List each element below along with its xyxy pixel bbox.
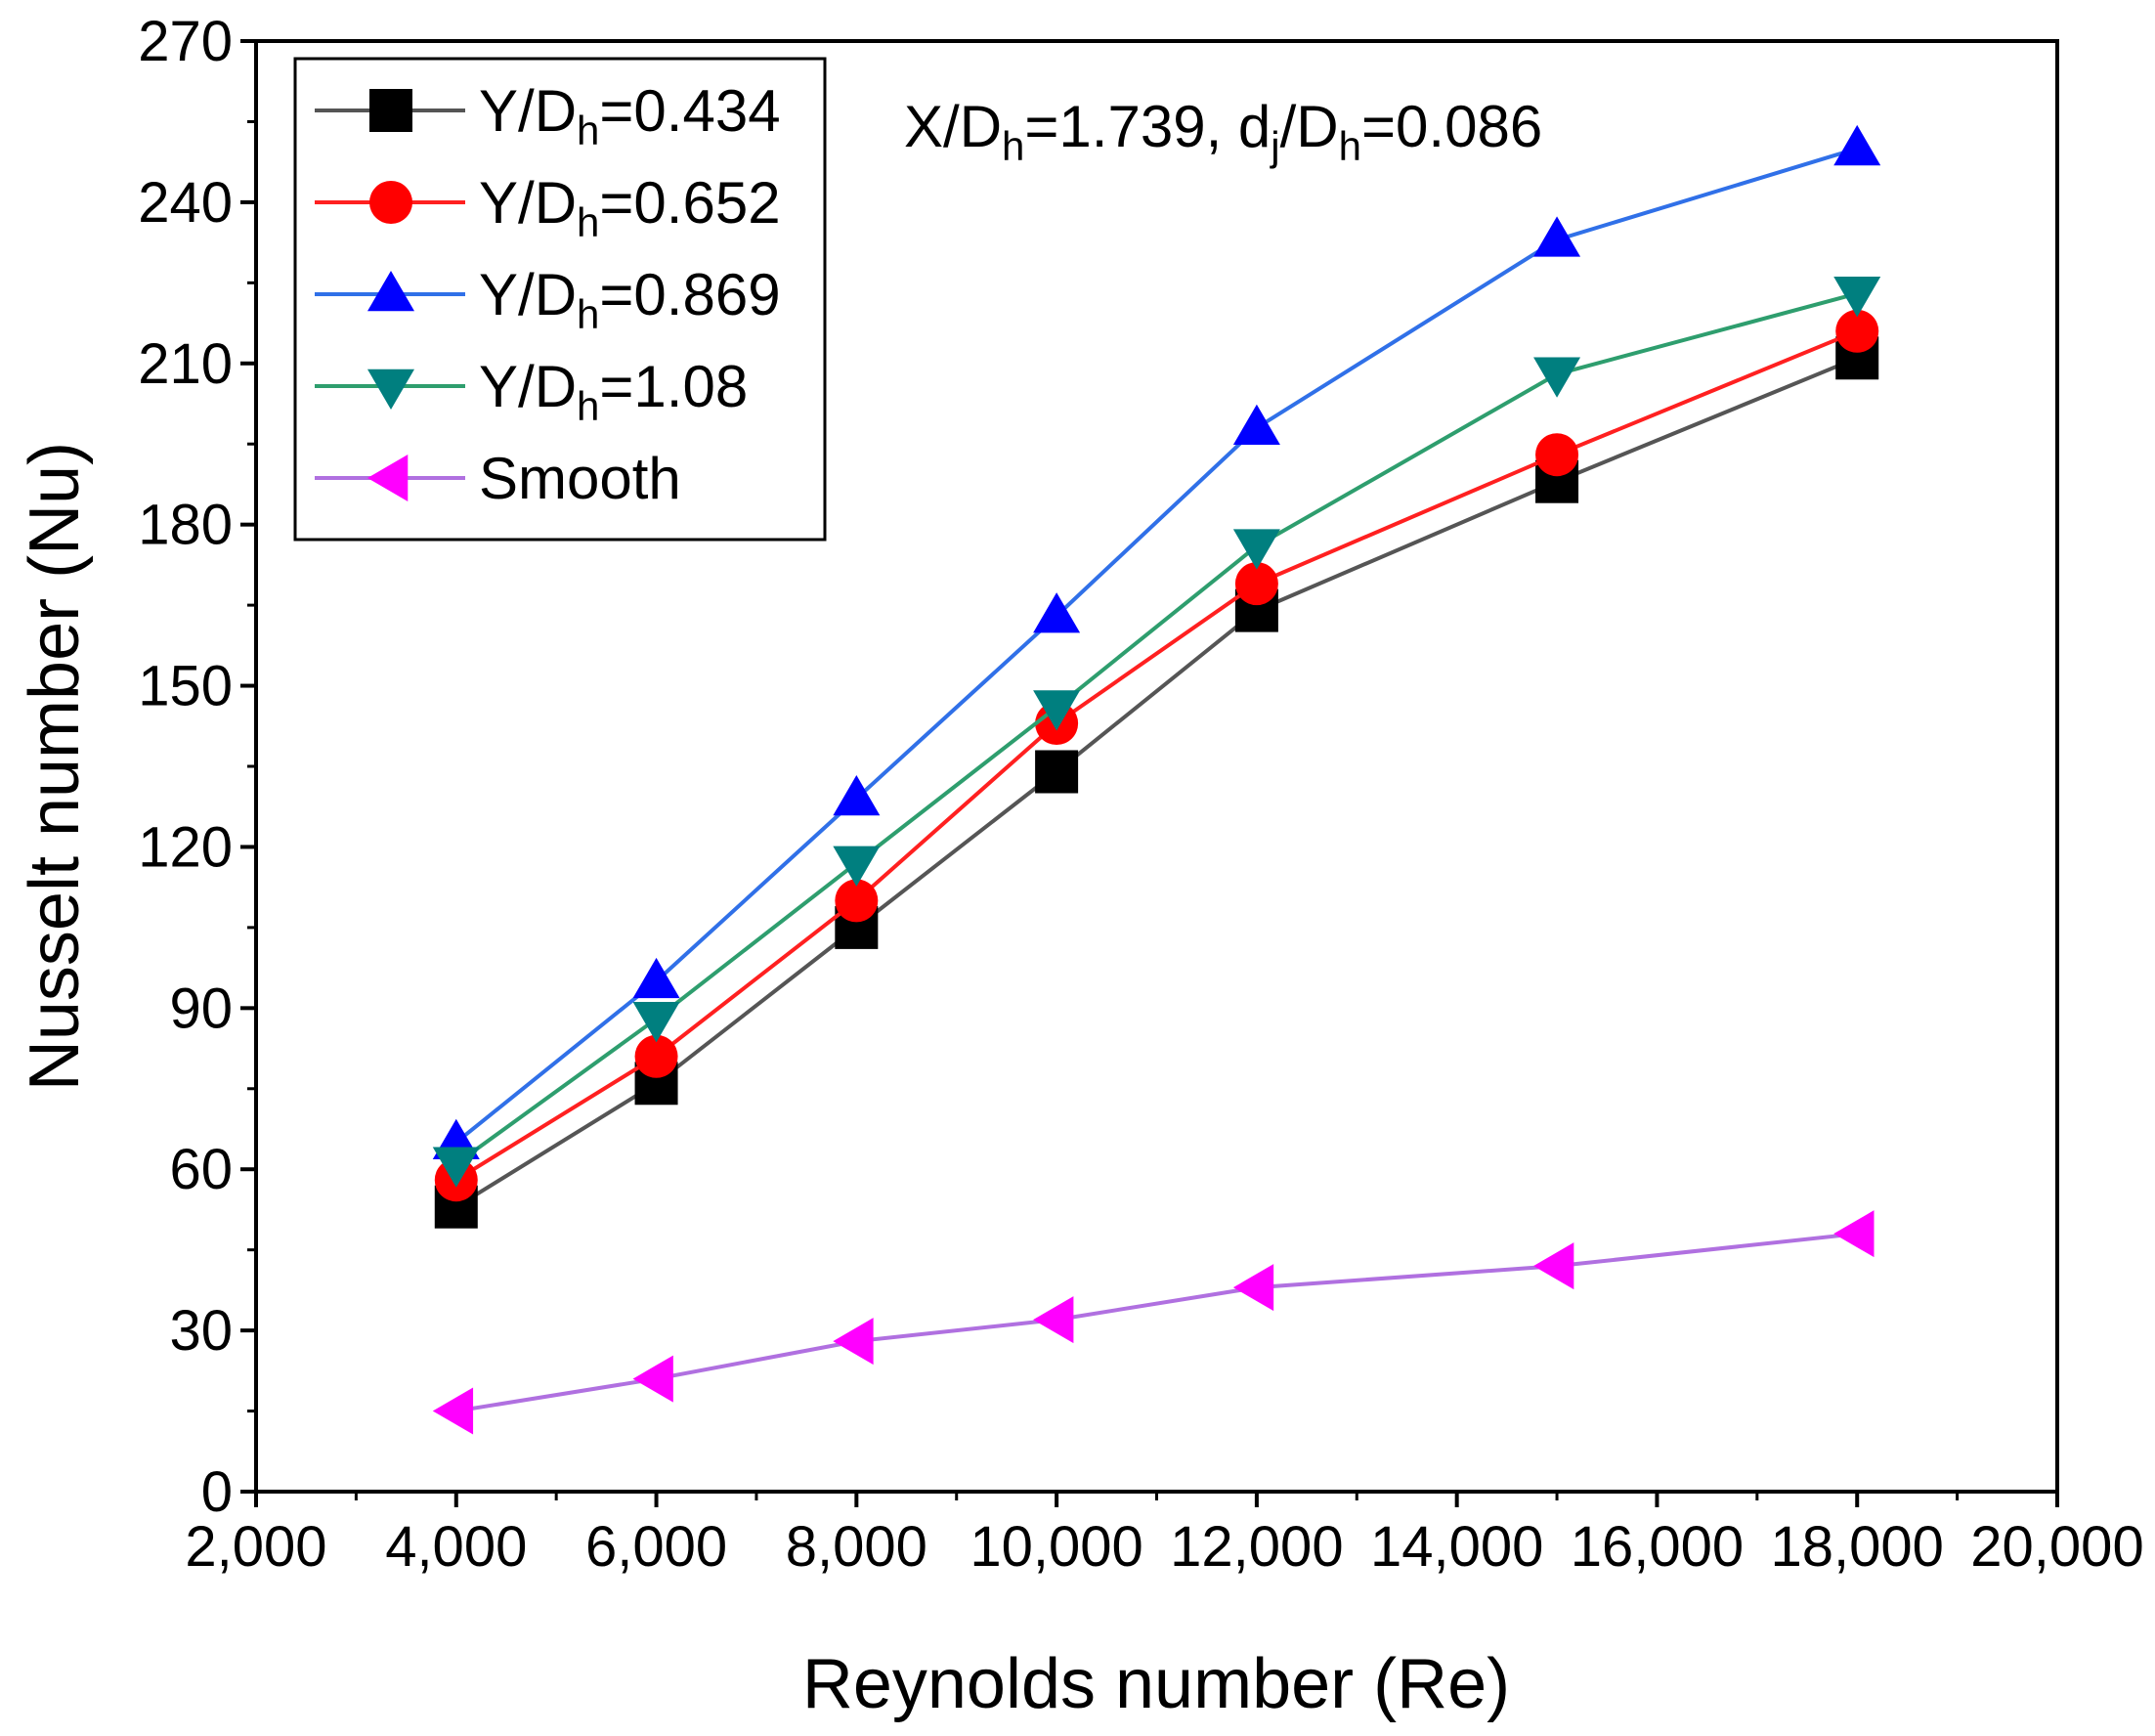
legend-label: Y/Dh=1.08 xyxy=(479,354,748,429)
y-tick-label: 30 xyxy=(169,1299,233,1363)
y-tick-label: 60 xyxy=(169,1138,233,1201)
y-tick-label: 210 xyxy=(138,332,233,396)
x-axis-title: Reynolds number (Re) xyxy=(802,1645,1510,1723)
x-tick-label: 14,000 xyxy=(1370,1515,1543,1579)
data-point xyxy=(632,1355,673,1403)
data-point xyxy=(632,957,680,999)
legend-item: Y/Dh=0.434 xyxy=(315,78,781,153)
x-tick-label: 16,000 xyxy=(1571,1515,1744,1579)
data-point xyxy=(1035,750,1079,794)
legend-label: Smooth xyxy=(479,446,681,511)
data-point xyxy=(1533,357,1581,398)
x-tick-label: 4,000 xyxy=(385,1515,527,1579)
data-point xyxy=(1234,562,1278,606)
legend-marker xyxy=(367,369,414,410)
x-tick-label: 10,000 xyxy=(970,1515,1142,1579)
legend-marker xyxy=(367,455,409,501)
x-tick-label: 6,000 xyxy=(585,1515,727,1579)
data-point xyxy=(432,1147,480,1188)
y-tick-label: 0 xyxy=(201,1460,233,1524)
chart-annotation: X/Dh=1.739, dj/Dh=0.086 xyxy=(904,94,1542,169)
legend-label: Y/Dh=0.869 xyxy=(479,262,781,337)
x-axis: 2,000 4,000 6,000 8,000 10,000 12,000 14,000 16… xyxy=(185,1492,2144,1579)
series-4 xyxy=(432,1210,1875,1435)
legend-item: Y/Dh=0.652 xyxy=(315,170,781,245)
y-tick-label: 90 xyxy=(169,976,233,1040)
data-point xyxy=(1535,433,1579,477)
data-point xyxy=(833,1318,874,1366)
data-point xyxy=(833,846,881,887)
y-tick-label: 120 xyxy=(138,815,233,879)
legend-label: Y/Dh=0.434 xyxy=(479,78,781,153)
y-tick-label: 240 xyxy=(138,171,233,235)
x-tick-label: 18,000 xyxy=(1771,1515,1944,1579)
series-layer xyxy=(432,124,1881,1435)
legend: Y/Dh=0.434 Y/Dh=0.652 Y/Dh=0.869 Y/Dh=1.08 S… xyxy=(315,78,781,511)
y-tick-label: 270 xyxy=(138,10,233,73)
series-2 xyxy=(432,124,1881,1160)
y-axis-title: Nusselt number (Nu) xyxy=(16,442,94,1091)
x-tick-label: 8,000 xyxy=(786,1515,927,1579)
data-point xyxy=(634,1034,678,1078)
data-point xyxy=(835,879,879,923)
data-point xyxy=(1833,277,1881,318)
legend-item: Smooth xyxy=(315,446,681,511)
legend-item: Y/Dh=1.08 xyxy=(315,354,748,429)
legend-marker xyxy=(367,271,414,312)
data-point xyxy=(1033,592,1081,633)
x-tick-label: 12,000 xyxy=(1170,1515,1343,1579)
data-point xyxy=(1835,309,1879,353)
data-point xyxy=(1033,1296,1074,1344)
data-point xyxy=(1833,1210,1875,1258)
data-point xyxy=(833,774,881,816)
legend-item: Y/Dh=0.869 xyxy=(315,262,781,337)
y-tick-label: 150 xyxy=(138,655,233,718)
data-point xyxy=(1232,529,1280,570)
data-point xyxy=(432,1387,474,1435)
legend-marker xyxy=(369,89,412,132)
y-tick-label: 180 xyxy=(138,494,233,557)
y-axis: 0 30 60 90 120 150 180 210 240 270 xyxy=(138,10,256,1524)
legend-label: Y/Dh=0.652 xyxy=(479,170,781,245)
x-tick-label: 2,000 xyxy=(185,1515,326,1579)
data-point xyxy=(1533,1242,1574,1290)
data-point xyxy=(1033,690,1081,731)
data-point xyxy=(1232,1264,1274,1312)
data-point xyxy=(632,1002,680,1043)
x-tick-label: 20,000 xyxy=(1970,1515,2143,1579)
legend-marker xyxy=(369,181,412,224)
data-point xyxy=(1533,216,1581,257)
data-point xyxy=(1833,124,1881,166)
data-point xyxy=(1232,404,1280,446)
series-3 xyxy=(432,277,1881,1188)
